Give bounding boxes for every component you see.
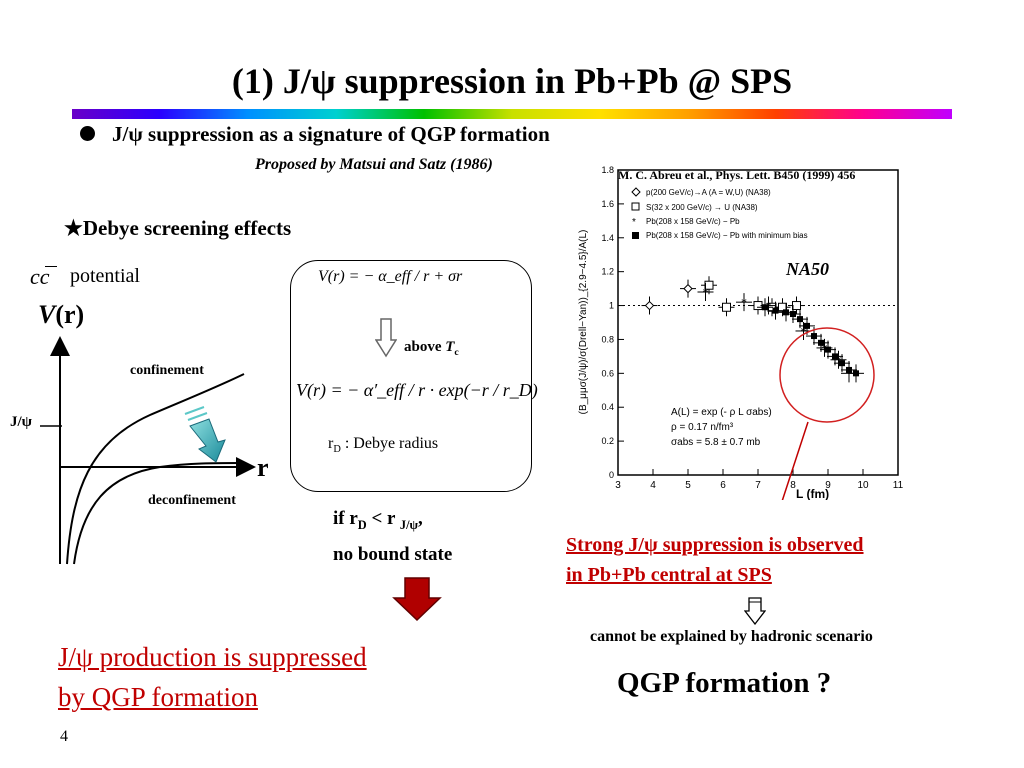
x-ticks: 3 4 5 6 7 8 9 10 11 — [615, 469, 904, 491]
data-points: ******* — [641, 276, 864, 383]
cc-symbol: cc — [30, 264, 50, 289]
debye-heading: ★Debye screening effects — [64, 216, 292, 240]
confinement-label: confinement — [130, 363, 204, 378]
y-ticks: 0 0.2 0.4 0.6 0.8 1 1.2 1.4 1.6 1.8 — [601, 165, 624, 480]
x-tick-label: 8 — [790, 480, 796, 491]
y-axis-label: (B_μμσ(J/ψ)/σ(Drell−Yan))_{2.9−4.5}/A(L) — [578, 230, 589, 415]
qgp-question: QGP formation ? — [617, 667, 832, 699]
data-point — [818, 339, 824, 346]
data-point — [644, 300, 655, 311]
y-tick-label: 1.8 — [601, 165, 614, 175]
x-tick-label: 6 — [720, 480, 726, 491]
data-point: * — [836, 353, 842, 367]
data-point — [722, 302, 731, 312]
bullet-text: J/ψ suppression as a signature of QGP fo… — [112, 122, 550, 146]
hadronic-scenario-text: cannot be explained by hadronic scenario — [590, 628, 873, 645]
potential-label: potential — [70, 265, 140, 287]
y-tick-label: 0.4 — [601, 402, 614, 412]
potential-diagram — [40, 336, 256, 565]
formula-box — [290, 260, 532, 492]
data-point — [832, 353, 838, 360]
bullet-dot-icon — [80, 126, 95, 141]
conclusion-text: J/ψ production is suppressed by QGP form… — [58, 642, 367, 712]
data-point — [797, 316, 803, 323]
fit-parameters: A(L) = exp (- ρ L σabs) ρ = 0.17 n/fm³ σ… — [671, 407, 772, 448]
cc-bar-icon — [45, 266, 57, 267]
data-point: * — [703, 285, 709, 299]
data-point: * — [741, 295, 747, 309]
r-axis-label: r — [257, 453, 269, 482]
data-point — [839, 360, 845, 367]
y-tick-label: 0 — [609, 470, 614, 480]
data-point — [683, 283, 693, 294]
data-point — [804, 322, 810, 329]
above-tc-label: above Tc — [404, 339, 459, 358]
data-point — [792, 301, 801, 311]
data-point — [762, 304, 768, 311]
red-down-arrow-icon — [392, 577, 442, 622]
y-tick-label: 0.2 — [601, 436, 614, 446]
deconfinement-label: deconfinement — [148, 493, 236, 508]
debye-radius-note: rD : Debye radius — [328, 435, 439, 456]
deconfinement-curve — [73, 462, 241, 565]
legend-square-icon — [631, 202, 640, 211]
page-number: 4 — [60, 728, 68, 745]
confinement-curve — [66, 373, 245, 565]
formula-screened: V(r) = − α′_eff / r · exp(−r / r_D) — [296, 380, 538, 400]
formula-confined: V(r) = − α_eff / r + σr — [318, 268, 463, 285]
x-tick-label: 9 — [825, 480, 831, 491]
strong-suppression-text: Strong J/ψ suppression is observed in Pb… — [566, 534, 864, 586]
transition-arrow-icon — [184, 406, 226, 463]
data-point: * — [766, 299, 772, 313]
data-point — [825, 346, 831, 353]
rainbow-divider — [72, 109, 952, 119]
data-point: * — [801, 324, 807, 338]
y-tick-label: 1 — [609, 301, 614, 311]
na50-plot: 0 0.2 0.4 0.6 0.8 1 1.2 1.4 1.6 1.8 3 4 5 6 7 8 9 10 11 *… — [578, 165, 904, 500]
x-tick-label: 10 — [857, 480, 869, 491]
data-point — [853, 370, 859, 377]
y-tick-label: 1.4 — [601, 233, 614, 243]
data-point: * — [822, 341, 828, 355]
highlight-circle — [779, 327, 875, 423]
data-point — [811, 333, 817, 340]
legend-item: p(200 GeV/c)→A (A = W,U) (NA38) — [646, 188, 771, 197]
slide-title: (1) J/ψ suppression in Pb+Pb @ SPS — [231, 61, 793, 101]
y-tick-label: 1.2 — [601, 267, 614, 277]
fit-line: σabs = 5.8 ± 0.7 mb — [671, 437, 761, 448]
legend-item: Pb(208 x 158 GeV/c) − Pb with minimum bi… — [646, 231, 808, 240]
fit-line: ρ = 0.17 n/fm³ — [671, 422, 734, 433]
legend-item: Pb(208 x 158 GeV/c) − Pb — [646, 217, 740, 226]
x-tick-label: 5 — [685, 480, 691, 491]
jpsi-label: J/ψ — [10, 414, 32, 430]
data-point — [783, 309, 789, 316]
y-tick-label: 0.6 — [601, 368, 614, 378]
plot-reference: M. C. Abreu et al., Phys. Lett. B450 (19… — [618, 168, 856, 182]
data-point — [772, 307, 779, 314]
x-axis-label: L (fm) — [796, 487, 829, 500]
x-tick-label: 3 — [615, 480, 621, 491]
proposed-by: Proposed by Matsui and Satz (1986) — [255, 156, 493, 173]
legend-item: S(32 x 200 GeV/c) → U (NA38) — [646, 203, 758, 212]
legend-star-icon: * — [632, 217, 636, 228]
fit-line: A(L) = exp (- ρ L σabs) — [671, 407, 772, 418]
x-tick-label: 11 — [893, 480, 904, 491]
na50-label: NA50 — [785, 259, 829, 279]
pointer-line — [781, 421, 809, 500]
bound-state-condition: if rD < r J/ψ, no bound state — [333, 508, 453, 565]
y-tick-label: 0.8 — [601, 334, 614, 344]
data-point — [790, 311, 796, 318]
hollow-down-arrow-2-icon — [744, 597, 766, 625]
x-tick-label: 7 — [755, 480, 761, 491]
x-tick-label: 4 — [650, 480, 656, 491]
legend-diamond-icon — [631, 187, 641, 197]
legend-filled-square-icon — [632, 232, 639, 239]
data-point — [846, 366, 852, 373]
y-tick-label: 1.6 — [601, 199, 614, 209]
vr-label: V(r) — [38, 300, 85, 329]
plot-legend: p(200 GeV/c)→A (A = W,U) (NA38) S(32 x 2… — [631, 187, 808, 240]
hollow-down-arrow-icon — [375, 318, 397, 358]
